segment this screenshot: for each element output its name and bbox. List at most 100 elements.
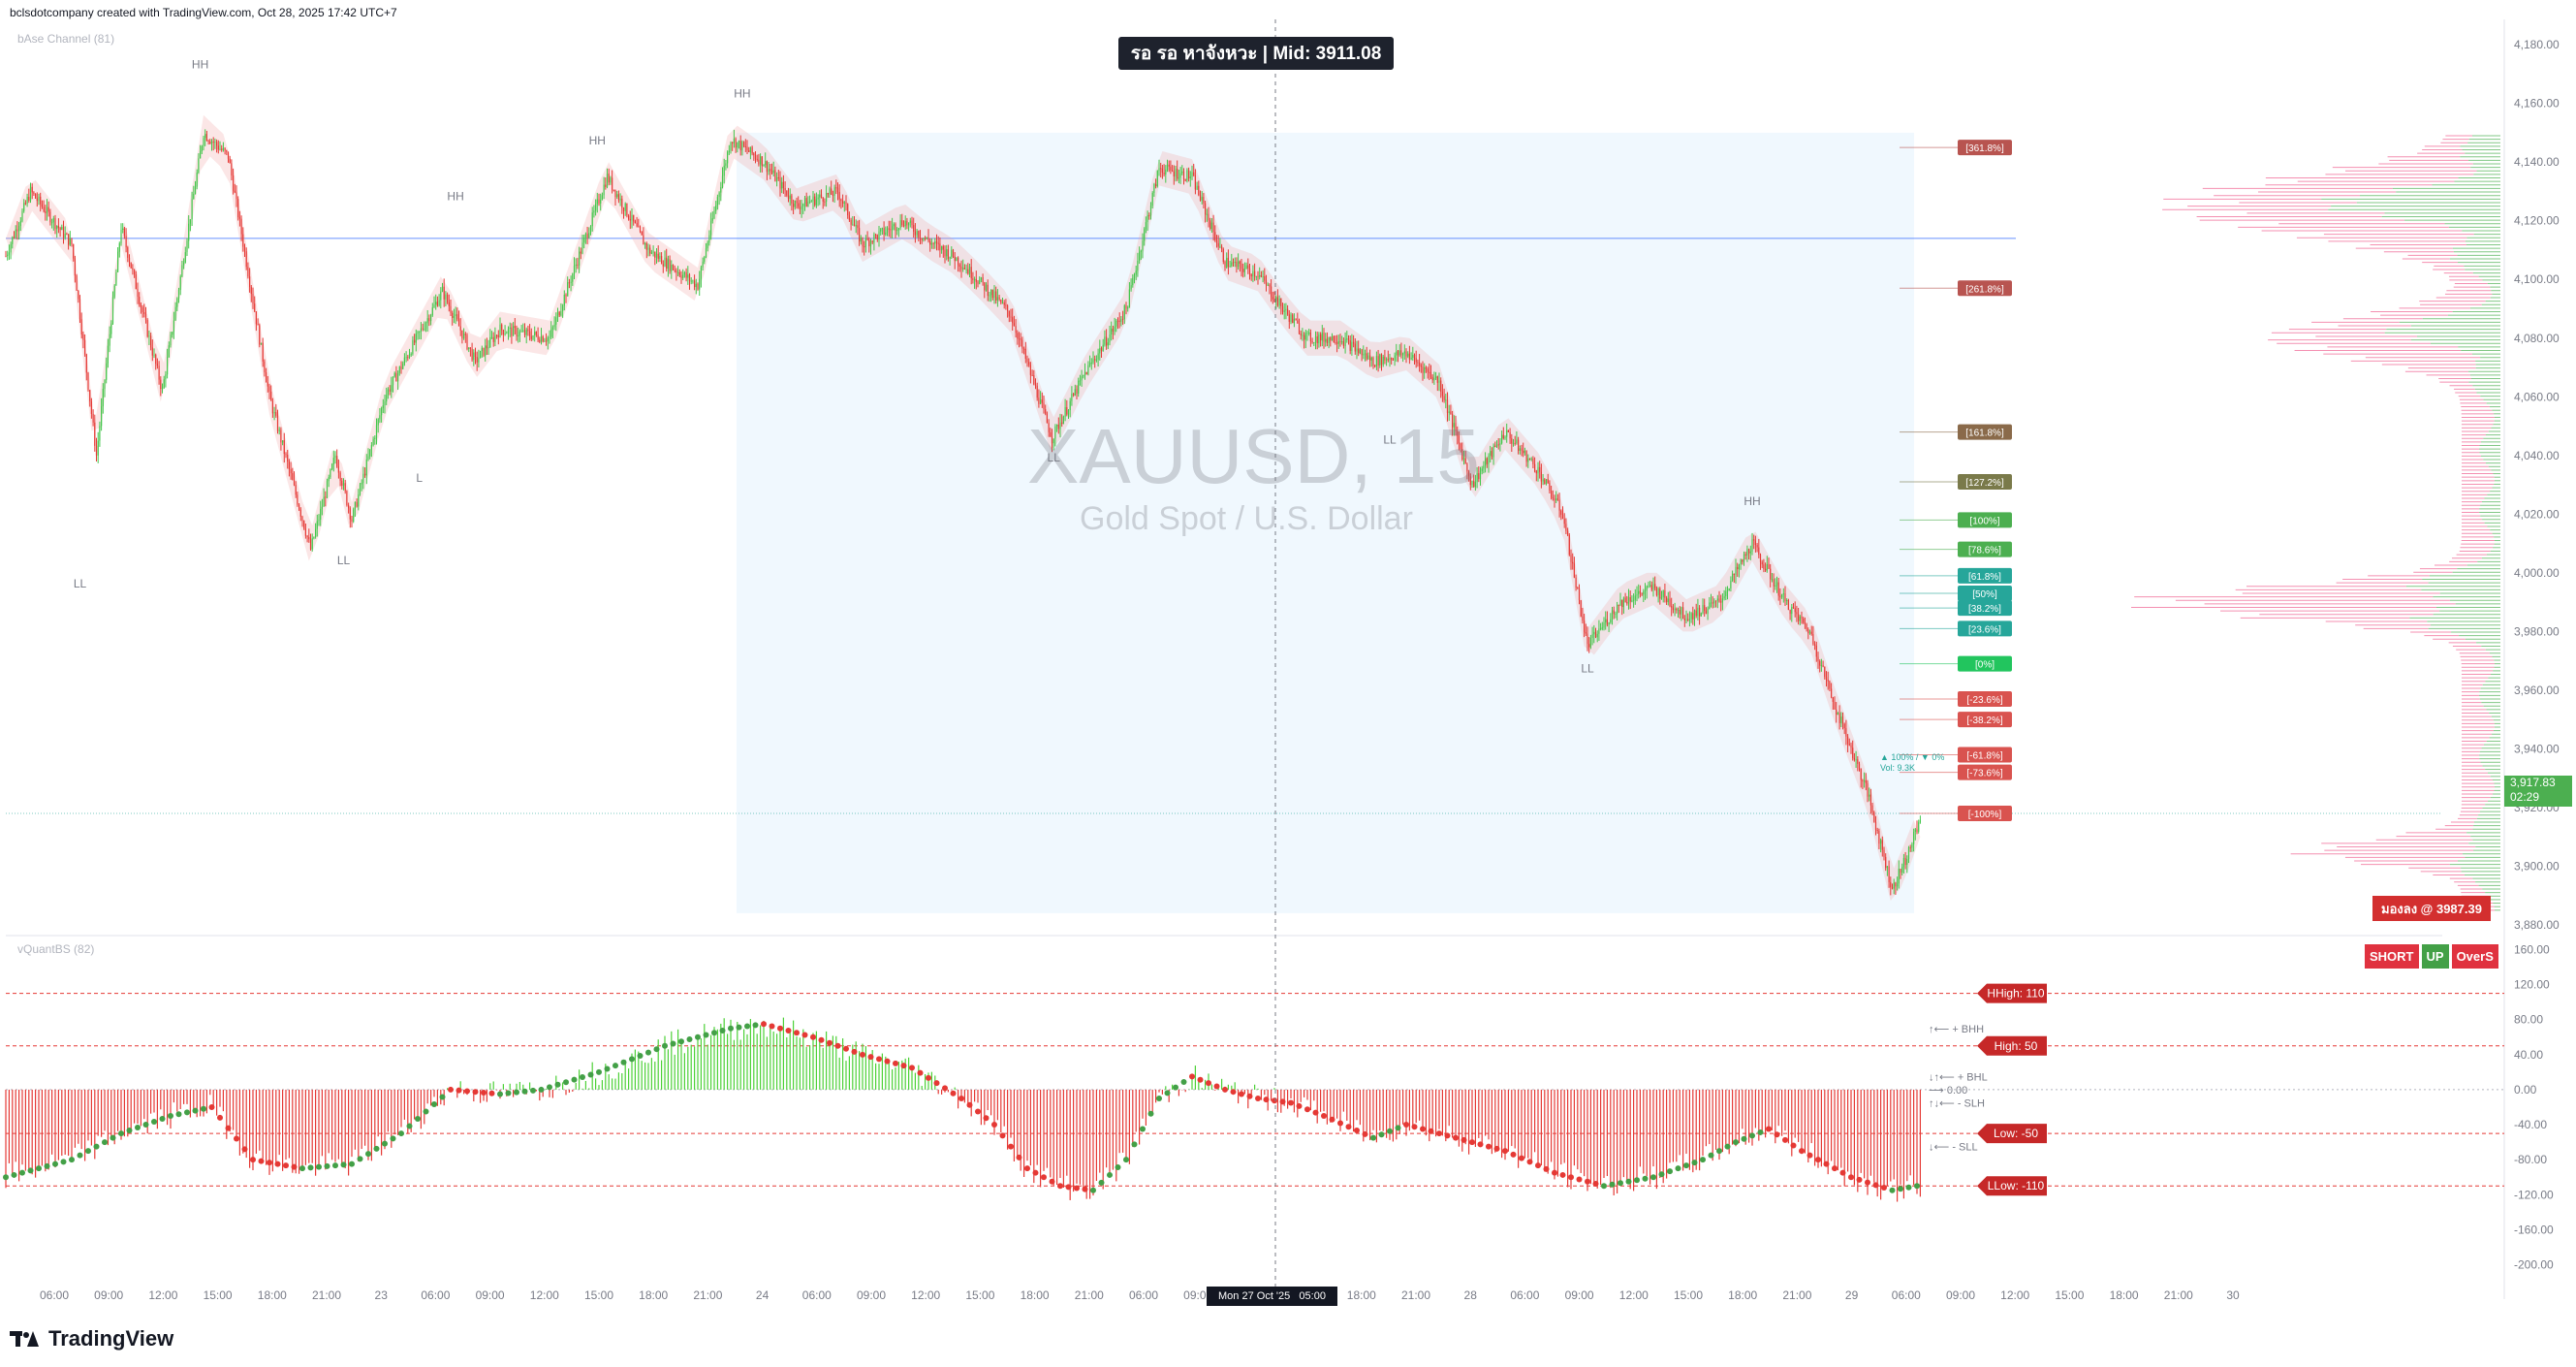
candle-body bbox=[1858, 763, 1861, 769]
candle-body bbox=[1799, 616, 1801, 621]
up-button[interactable]: UP bbox=[2421, 944, 2449, 969]
candle-body bbox=[1713, 600, 1715, 604]
candle-body bbox=[1173, 171, 1175, 177]
candle-body bbox=[459, 326, 461, 331]
candle-body bbox=[1659, 588, 1661, 599]
candle-body bbox=[657, 253, 659, 259]
candle-body bbox=[738, 141, 740, 143]
candle-body bbox=[562, 305, 564, 311]
y-tick-label: 3,940.00 bbox=[2514, 742, 2560, 755]
candle-body bbox=[433, 304, 435, 308]
tradingview-logo[interactable]: TradingView bbox=[10, 1326, 173, 1351]
tradingview-brand: TradingView bbox=[48, 1326, 174, 1351]
candle-body bbox=[869, 240, 872, 247]
signal-dot bbox=[521, 1088, 528, 1095]
candle-body bbox=[1210, 222, 1212, 230]
candle-body bbox=[1700, 613, 1702, 617]
candle-body bbox=[1634, 595, 1636, 600]
candle-body bbox=[1506, 429, 1508, 437]
candle-body bbox=[1756, 545, 1758, 548]
candle-body bbox=[1222, 249, 1224, 263]
candle-body bbox=[1021, 339, 1023, 349]
trading-chart[interactable]: 4,180.00 4,160.00 4,140.00 4,120.00 4,100.00… bbox=[0, 0, 2576, 1314]
candle-body bbox=[702, 261, 704, 268]
candle-body bbox=[1572, 561, 1574, 564]
candle-body bbox=[1662, 590, 1664, 597]
candle-body bbox=[492, 336, 494, 342]
candle-body bbox=[1558, 499, 1560, 511]
candle-body bbox=[1391, 357, 1393, 360]
candle-body bbox=[1023, 348, 1025, 350]
candle-body bbox=[1359, 349, 1361, 354]
signal-dot bbox=[1568, 1174, 1574, 1181]
candle-body bbox=[170, 334, 172, 346]
candle-body bbox=[984, 282, 986, 291]
candle-body bbox=[1314, 335, 1317, 342]
overs-button[interactable]: OverS bbox=[2451, 944, 2498, 969]
candle-body bbox=[1552, 497, 1554, 499]
candle-body bbox=[1478, 473, 1480, 480]
candle-body bbox=[1582, 616, 1584, 621]
candle-body bbox=[1880, 840, 1882, 844]
x-tick-label: 18:00 bbox=[1728, 1288, 1757, 1302]
candle-body bbox=[106, 363, 108, 380]
candle-body bbox=[1081, 376, 1083, 381]
candle-body bbox=[683, 271, 685, 275]
candle-body bbox=[47, 207, 49, 212]
candle-body bbox=[694, 280, 696, 288]
signal-dot bbox=[1898, 1186, 1903, 1192]
candle-body bbox=[351, 519, 353, 523]
candle-body bbox=[995, 291, 997, 301]
candle-body bbox=[328, 477, 330, 482]
candle-body bbox=[789, 195, 791, 200]
signal-dot bbox=[234, 1135, 239, 1142]
candle-body bbox=[710, 220, 712, 236]
candle-body bbox=[219, 148, 221, 150]
candle-body bbox=[1824, 666, 1826, 678]
candle-body bbox=[1798, 614, 1800, 621]
candle-body bbox=[62, 227, 65, 238]
candle-body bbox=[339, 472, 341, 481]
candle-body bbox=[774, 170, 776, 181]
signal-dot bbox=[563, 1079, 569, 1086]
candle-body bbox=[481, 347, 483, 352]
candle-body bbox=[786, 190, 788, 196]
structure-label: LL bbox=[74, 577, 87, 590]
candle-body bbox=[104, 379, 106, 389]
sub-y-tick-label: -200.00 bbox=[2514, 1257, 2554, 1271]
signal-dot bbox=[1016, 1154, 1022, 1160]
x-tick-label: 21:00 bbox=[312, 1288, 341, 1302]
indicator-label-sub[interactable]: vQuantBS (82) bbox=[17, 942, 95, 956]
candle-body bbox=[201, 145, 203, 152]
candle-body bbox=[1137, 260, 1139, 271]
candle-body bbox=[287, 455, 289, 462]
signal-dot bbox=[1823, 1160, 1830, 1167]
candle-body bbox=[838, 191, 840, 200]
candle-body bbox=[1523, 450, 1524, 454]
structure-label: LL bbox=[1383, 433, 1397, 447]
candle-body bbox=[506, 333, 508, 334]
candle-body bbox=[1275, 297, 1277, 302]
candle-body bbox=[1690, 613, 1692, 620]
signal-dot bbox=[1123, 1157, 1129, 1163]
candle-body bbox=[530, 335, 532, 339]
candle-body bbox=[1328, 337, 1330, 343]
indicator-label-main[interactable]: bAse Channel (81) bbox=[17, 32, 115, 46]
candle-body bbox=[547, 337, 549, 341]
candle-body bbox=[1524, 450, 1525, 454]
candle-body bbox=[1238, 261, 1240, 268]
candle-body bbox=[94, 422, 96, 446]
candle-body bbox=[1400, 350, 1402, 356]
candle-body bbox=[1304, 333, 1306, 340]
candle-body bbox=[921, 238, 923, 240]
candle-body bbox=[453, 316, 455, 318]
candle-body bbox=[643, 235, 644, 245]
x-tick-label: 06:00 bbox=[1129, 1288, 1158, 1302]
candle-body bbox=[624, 203, 626, 211]
candle-body bbox=[1064, 407, 1066, 417]
candle-body bbox=[1466, 463, 1468, 472]
short-button[interactable]: SHORT bbox=[2365, 944, 2419, 969]
signal-dot bbox=[1189, 1073, 1195, 1080]
candle-body bbox=[1497, 444, 1499, 446]
candle-body bbox=[1588, 644, 1590, 648]
